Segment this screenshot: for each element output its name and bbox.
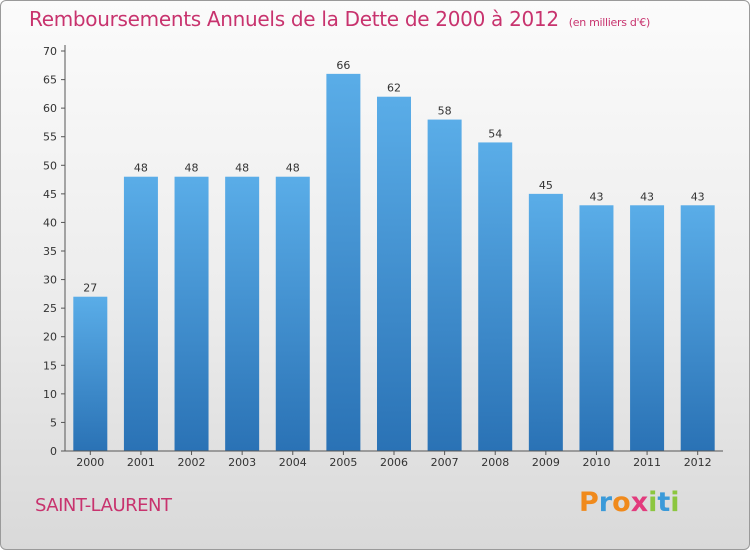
location-label: SAINT-LAURENT <box>35 495 172 516</box>
x-tick-label: 2003 <box>228 456 256 469</box>
chart-title: Remboursements Annuels de la Dette de 20… <box>29 7 650 31</box>
brand-logo-letter: o <box>612 487 631 518</box>
bar-value-label: 48 <box>235 162 249 175</box>
chart-title-text: Remboursements Annuels de la Dette de 20… <box>29 7 559 31</box>
x-tick-label: 2012 <box>684 456 712 469</box>
bar <box>528 193 563 451</box>
bar-value-label: 43 <box>589 190 603 203</box>
y-tick-label: 70 <box>43 45 57 58</box>
brand-logo-letter: i <box>648 487 658 518</box>
bar-value-label: 48 <box>286 162 300 175</box>
y-tick-label: 55 <box>43 131 57 144</box>
bar-value-label: 43 <box>691 190 705 203</box>
bar <box>630 205 665 451</box>
x-tick-label: 2010 <box>582 456 610 469</box>
bar <box>326 73 361 451</box>
bar <box>174 176 209 451</box>
bar <box>579 205 614 451</box>
bar <box>680 205 715 451</box>
y-tick-label: 20 <box>43 331 57 344</box>
bar-value-label: 27 <box>83 282 97 295</box>
y-tick-label: 25 <box>43 302 57 315</box>
bar-value-label: 58 <box>438 105 452 118</box>
brand-logo-letter: P <box>579 487 599 518</box>
x-tick-label: 2011 <box>633 456 661 469</box>
brand-logo-letter: x <box>630 487 649 518</box>
y-tick-label: 40 <box>43 216 57 229</box>
x-tick-label: 2009 <box>532 456 560 469</box>
bar-value-label: 48 <box>134 162 148 175</box>
bar-value-label: 66 <box>336 59 350 72</box>
y-tick-label: 45 <box>43 188 57 201</box>
chart-unit: (en milliers d'€) <box>568 16 650 29</box>
y-tick-label: 15 <box>43 359 57 372</box>
brand-logo-letter: r <box>598 487 613 518</box>
bar <box>275 176 310 451</box>
y-tick-label: 35 <box>43 245 57 258</box>
brand-logo: Proxiti <box>579 487 680 518</box>
x-tick-label: 2006 <box>380 456 408 469</box>
y-tick-label: 65 <box>43 74 57 87</box>
x-tick-label: 2005 <box>329 456 357 469</box>
brand-logo-letter: i <box>670 487 680 518</box>
bar-value-label: 48 <box>185 162 199 175</box>
bar-value-label: 62 <box>387 82 401 95</box>
x-tick-label: 2008 <box>481 456 509 469</box>
x-tick-label: 2001 <box>127 456 155 469</box>
y-tick-label: 10 <box>43 388 57 401</box>
x-tick-label: 2007 <box>431 456 459 469</box>
x-tick-label: 2002 <box>178 456 206 469</box>
x-tick-label: 2004 <box>279 456 307 469</box>
bar-value-label: 43 <box>640 190 654 203</box>
y-tick-label: 60 <box>43 102 57 115</box>
bar <box>377 96 411 451</box>
bar-value-label: 45 <box>539 179 553 192</box>
bar <box>73 296 108 451</box>
bar <box>123 176 158 451</box>
y-tick-label: 50 <box>43 159 57 172</box>
brand-logo-letter: t <box>657 487 671 518</box>
bar-value-label: 54 <box>488 127 502 140</box>
bar <box>478 142 513 451</box>
y-tick-label: 0 <box>50 445 57 458</box>
bar <box>427 119 462 452</box>
y-tick-label: 30 <box>43 274 57 287</box>
x-tick-label: 2000 <box>76 456 104 469</box>
y-tick-label: 5 <box>50 416 57 429</box>
bar <box>225 176 260 451</box>
